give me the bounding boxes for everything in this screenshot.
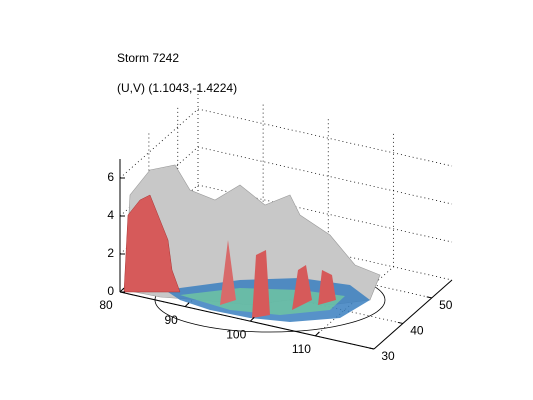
y-tick (368, 347, 375, 350)
y-tick (426, 296, 432, 299)
x-tick-label: 100 (226, 327, 246, 341)
surface-red (318, 270, 336, 305)
surface-red (123, 194, 181, 293)
surface-red (220, 240, 236, 305)
surface (123, 164, 386, 333)
x-tick-label: 110 (292, 342, 311, 356)
x-tick (249, 316, 255, 322)
y-axis (373, 279, 453, 350)
z-tick-label: 2 (107, 246, 114, 260)
x-tick (315, 331, 320, 337)
chart-title: Storm 7242 (117, 51, 179, 65)
surface-red (252, 250, 270, 318)
chart-subtitle: (U,V) (1.1043,-1.4224) (117, 81, 237, 95)
grid-line (197, 222, 453, 281)
grid-line (119, 108, 199, 179)
grid-line (148, 266, 403, 324)
y-tick (397, 321, 403, 324)
z-tick-label: 0 (107, 284, 114, 298)
y-tick-label: 50 (439, 298, 453, 312)
grid-line (197, 108, 453, 167)
z-tick-label: 4 (107, 208, 114, 222)
surface-red (292, 265, 312, 310)
x-tick (184, 302, 190, 307)
z-tick-label: 6 (107, 170, 114, 184)
grid-line (197, 184, 453, 243)
grid-line (197, 146, 453, 205)
y-tick-label: 40 (410, 324, 424, 338)
x-tick-label: 80 (99, 298, 113, 312)
axes: 0 2 4 6 80 90 100 110 30 40 50 (99, 159, 453, 363)
x-tick (119, 287, 125, 293)
grid-line (177, 240, 432, 299)
x-axis (119, 291, 375, 350)
x-tick-label: 90 (164, 313, 178, 327)
y-tick-label: 30 (381, 349, 395, 363)
